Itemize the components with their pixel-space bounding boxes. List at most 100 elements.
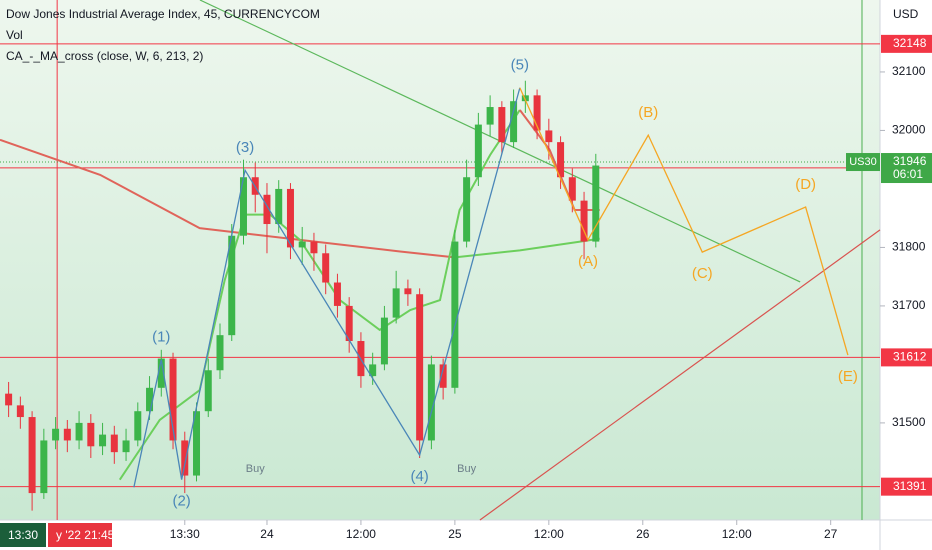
axis-unit: USD: [893, 7, 919, 21]
candle-body: [463, 177, 471, 242]
candle-body: [110, 434, 118, 453]
candle-body: [557, 142, 565, 178]
chart-title: Dow Jones Industrial Average Index, 45, …: [6, 7, 320, 21]
wave-label: (D): [795, 176, 816, 193]
wave-label: (4): [410, 468, 428, 485]
candle-body: [146, 387, 154, 412]
y-tick-label: 31800: [892, 240, 926, 254]
crosshair-box: [0, 523, 46, 547]
candle-body: [157, 358, 165, 388]
x-tick-label: 12:00: [346, 527, 376, 541]
candle-body: [439, 364, 447, 388]
candle-body: [75, 422, 83, 441]
candle-body: [181, 440, 189, 476]
crosshair-box: [48, 523, 112, 547]
wave-path: [519, 87, 849, 356]
plot-background: [0, 0, 880, 520]
candle-body: [568, 177, 576, 201]
candle-body: [134, 411, 142, 441]
moving-average: [454, 237, 600, 259]
candle-body: [474, 124, 482, 178]
x-tick-label: 25: [448, 527, 462, 541]
candle-body: [416, 294, 424, 441]
trendline: [479, 229, 881, 521]
candle-body: [545, 130, 553, 143]
subtitle: CA_-_MA_cross (close, W, 6, 213, 2): [6, 49, 203, 63]
candle-body: [5, 393, 13, 406]
last-price-box: [881, 153, 932, 184]
candle-body: [521, 95, 529, 102]
candle-body: [580, 200, 588, 242]
wave-path: [133, 87, 521, 488]
x-tick-label: 24: [260, 527, 274, 541]
candle-body: [533, 95, 541, 131]
countdown: 06:01: [893, 167, 923, 181]
candle-body: [204, 370, 212, 412]
candle-body: [404, 288, 412, 295]
signal-label: Buy: [246, 463, 265, 475]
x-tick-label: 12:00: [722, 527, 752, 541]
symbol-badge: [846, 153, 880, 172]
price-label-box: [881, 348, 932, 367]
wave-label: (1): [152, 329, 170, 346]
signal-label: Buy: [457, 463, 476, 475]
price-label: 31391: [893, 479, 927, 493]
candle-body: [169, 358, 177, 441]
candle-body: [510, 101, 518, 143]
x-tick-label: 12:00: [534, 527, 564, 541]
wave-label: (2): [172, 493, 190, 510]
price-label: 31612: [893, 350, 927, 364]
candle-body: [345, 305, 353, 342]
candle-body: [427, 364, 435, 441]
wave-label: (3): [236, 139, 254, 156]
candle-body: [486, 107, 494, 125]
candle-body: [99, 434, 107, 447]
x-tick-label: 13:30: [170, 527, 200, 541]
candle-body: [52, 428, 60, 441]
y-tick-label: 31700: [892, 298, 926, 312]
candle-body: [28, 417, 36, 494]
candle-body: [87, 422, 95, 447]
wave-label: (E): [838, 368, 858, 385]
moving-average: [0, 138, 455, 259]
crosshair-label: y '22 21:45: [56, 528, 115, 542]
candle-body: [592, 165, 600, 242]
candle-body: [369, 364, 377, 377]
price-label: 32148: [893, 36, 927, 50]
candle-body: [298, 241, 306, 248]
x-tick-label: 27: [824, 527, 838, 541]
candle-body: [333, 282, 341, 306]
last-price-label: 31946: [893, 154, 927, 168]
candle-body: [275, 188, 283, 225]
candle-body: [263, 194, 271, 225]
candle-body: [498, 107, 506, 143]
candle-body: [392, 288, 400, 318]
candle-body: [380, 317, 388, 365]
candle-body: [16, 405, 24, 418]
y-tick-label: 31500: [892, 415, 926, 429]
price-label-box: [881, 34, 932, 53]
subtitle: Vol: [6, 28, 23, 42]
crosshair-label: 13:30: [8, 528, 38, 542]
candle-body: [216, 335, 224, 371]
candle-body: [228, 235, 236, 336]
x-tick-label: 26: [636, 527, 650, 541]
candle-body: [193, 411, 201, 476]
candle-body: [40, 440, 48, 494]
symbol-label: US30: [849, 156, 877, 168]
candle-body: [63, 428, 71, 441]
wave-label: (5): [511, 57, 529, 74]
y-tick-label: 32000: [892, 123, 926, 137]
price-label-box: [881, 477, 932, 496]
wave-label: (A): [578, 253, 598, 270]
wave-label: (B): [638, 104, 658, 121]
wave-label: (C): [692, 265, 713, 282]
y-tick-label: 32100: [892, 64, 926, 78]
candle-body: [239, 177, 247, 236]
candle-body: [122, 440, 130, 453]
candle-body: [322, 253, 330, 283]
candle-body: [310, 241, 318, 254]
price-axis: [880, 0, 932, 550]
candle-body: [286, 188, 294, 248]
